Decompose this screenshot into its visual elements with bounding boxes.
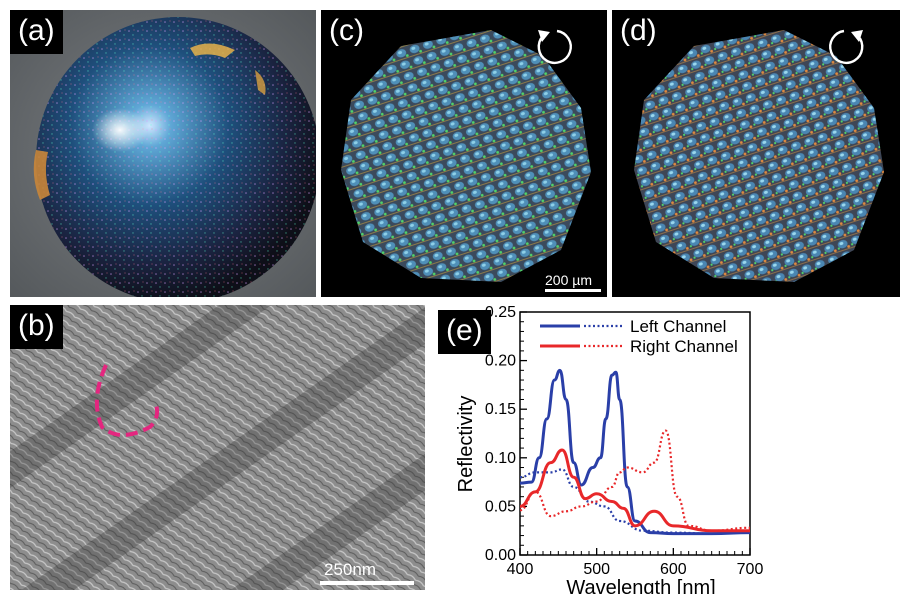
- y-tick-label: 0.00: [485, 547, 516, 564]
- x-tick-label: 400: [507, 561, 534, 578]
- y-tick-label: 0.20: [485, 353, 516, 370]
- y-axis-label: Reflectivity: [455, 396, 477, 493]
- counterclockwise-arrow-icon: [537, 29, 572, 65]
- y-tick-label: 0.25: [485, 304, 516, 321]
- panel-label-a: (a): [10, 10, 63, 54]
- sphere-photo: [10, 10, 316, 297]
- series-line-dotted: [519, 468, 751, 535]
- panel-label-e: (e): [438, 310, 491, 354]
- clockwise-arrow-icon: [829, 29, 864, 65]
- legend-label: Right Channel: [630, 337, 738, 356]
- scale-bar-label-b: 250nm: [324, 560, 376, 579]
- y-tick-label: 0.10: [485, 450, 516, 467]
- series-line-solid: [519, 368, 751, 536]
- x-axis-label: Wavelength [nm]: [566, 577, 715, 594]
- series-line-solid: [519, 448, 750, 533]
- scale-bar-c: [545, 289, 601, 292]
- panel-label-d: (d): [612, 10, 665, 54]
- y-tick-label: 0.15: [485, 401, 516, 418]
- y-tick-label: 0.05: [485, 498, 516, 515]
- scale-bar-label-c: 200 µm: [545, 272, 592, 288]
- panel-label-b: (b): [10, 305, 63, 349]
- panel-c: (c) 200 µm: [321, 10, 607, 297]
- x-tick-label: 500: [583, 561, 610, 578]
- microscope-image-d: [634, 30, 884, 282]
- series-line-dotted: [519, 429, 751, 532]
- reflectivity-chart: 400 500 600 700 0.00 0.05 0.10 0.15 0.20 0.25 Lef…: [455, 304, 764, 594]
- scale-bar-b: [320, 581, 414, 585]
- legend-label: Left Channel: [630, 317, 726, 336]
- sem-image: [10, 305, 425, 590]
- panel-e: 400 500 600 700 0.00 0.05 0.10 0.15 0.20 0.25 Lef…: [432, 304, 904, 594]
- x-tick-label: 700: [737, 561, 764, 578]
- microscope-image-c: [341, 30, 591, 282]
- panel-b: (b) 250nm: [10, 305, 425, 590]
- panel-a: (a): [10, 10, 316, 297]
- panel-label-c: (c): [321, 10, 372, 54]
- x-tick-label: 600: [660, 561, 687, 578]
- panel-d: (d): [612, 10, 900, 297]
